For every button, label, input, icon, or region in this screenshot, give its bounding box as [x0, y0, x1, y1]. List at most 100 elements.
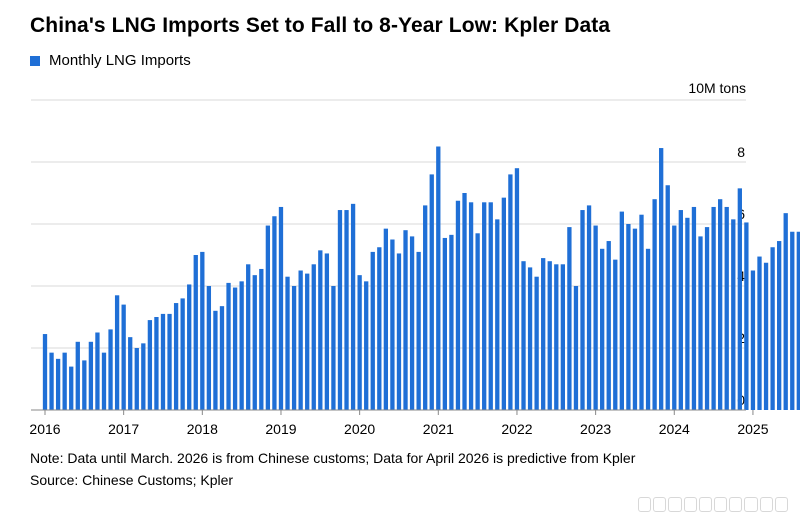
bar [521, 261, 526, 410]
bar [685, 217, 690, 410]
bar [763, 262, 769, 410]
x-tick-label: 2023 [580, 421, 611, 437]
bar [291, 286, 297, 410]
bar [659, 148, 664, 411]
bar [672, 225, 677, 410]
bar [42, 334, 48, 410]
y-tick-label: 8 [737, 144, 745, 160]
bar [665, 185, 670, 410]
y-axis-unit-label: 10M tons [688, 80, 746, 96]
bar [259, 268, 264, 410]
bar [147, 320, 153, 410]
bar [573, 286, 579, 410]
bar [534, 276, 539, 410]
bar [482, 202, 487, 410]
bar [541, 258, 546, 410]
bar [737, 188, 742, 410]
bar [580, 210, 585, 410]
bar [55, 358, 61, 410]
bar [226, 282, 231, 410]
bar [141, 343, 146, 410]
x-tick-label: 2019 [265, 421, 296, 437]
bar [101, 352, 107, 410]
bar [82, 360, 87, 410]
bar [626, 224, 631, 410]
bar [593, 225, 598, 410]
legend-label: Monthly LNG Imports [49, 52, 191, 69]
bar [232, 287, 238, 410]
legend: Monthly LNG Imports [30, 52, 191, 69]
x-tick-label: 2021 [423, 421, 454, 437]
bar [698, 236, 703, 410]
bar [246, 264, 251, 410]
bar [600, 248, 605, 410]
bar [206, 286, 212, 410]
bar [678, 210, 683, 410]
chart-source: Source: Chinese Customs; Kpler [30, 472, 234, 488]
bar [468, 202, 474, 410]
bar [770, 247, 775, 410]
bar [455, 200, 461, 410]
bar [442, 237, 447, 410]
bar [337, 210, 343, 410]
bar [645, 248, 651, 410]
bar [219, 306, 225, 410]
bar [128, 337, 133, 410]
bar [154, 317, 159, 410]
bar [586, 205, 592, 410]
bar [350, 203, 356, 410]
bar [285, 276, 290, 410]
bar-chart: 0246820162017201820192020202120222023202… [29, 99, 800, 437]
bar [488, 202, 493, 410]
bar [390, 239, 395, 410]
x-tick-label: 2020 [344, 421, 375, 437]
bar [49, 352, 54, 410]
bar [777, 241, 782, 410]
bar [619, 211, 624, 410]
bar [311, 264, 316, 410]
bar [691, 206, 697, 410]
bar [449, 234, 454, 410]
bar [560, 264, 565, 410]
bar [436, 146, 441, 410]
chart-title: China's LNG Imports Set to Fall to 8-Yea… [30, 14, 611, 37]
bar [567, 227, 572, 410]
bar [318, 250, 323, 410]
x-tick-label: 2025 [737, 421, 768, 437]
x-tick-label: 2024 [659, 421, 690, 437]
bar [704, 227, 710, 410]
bar [252, 275, 257, 410]
bar [62, 352, 67, 410]
bar [324, 253, 330, 410]
bar [167, 313, 172, 410]
bar [180, 298, 185, 410]
bar [632, 228, 638, 410]
bar [75, 341, 80, 410]
bar [429, 174, 434, 410]
bar [344, 210, 349, 410]
bar [298, 270, 303, 410]
bar [547, 261, 552, 410]
bar [711, 206, 716, 410]
bar [121, 304, 126, 410]
bar [783, 213, 788, 410]
bar [409, 236, 415, 410]
bar [790, 231, 795, 410]
x-tick-label: 2017 [108, 421, 139, 437]
bar [527, 267, 533, 410]
bar [200, 251, 205, 410]
bar [187, 284, 192, 410]
bar [134, 348, 139, 410]
legend-swatch [30, 55, 40, 66]
bar [744, 222, 749, 410]
bar [731, 219, 736, 410]
bar [213, 310, 218, 410]
chart-note: Note: Data until March. 2026 is from Chi… [30, 450, 636, 466]
bar [383, 228, 389, 410]
bar [423, 205, 428, 410]
bar [652, 199, 657, 410]
bar [495, 219, 500, 410]
bar [265, 225, 271, 410]
bar [724, 206, 729, 410]
bar [462, 193, 467, 410]
